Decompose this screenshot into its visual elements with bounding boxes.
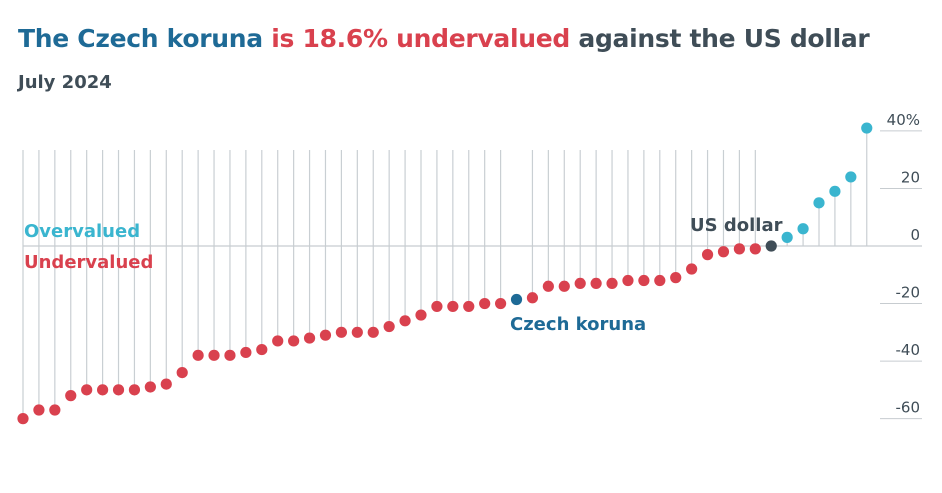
data-point — [176, 366, 188, 379]
data-point — [81, 384, 93, 396]
data-point — [319, 329, 332, 341]
data-point — [717, 246, 730, 258]
data-point — [367, 326, 379, 338]
y-tick-label: -20 — [896, 284, 921, 302]
data-point — [208, 349, 220, 361]
data-point — [97, 384, 109, 396]
data-point — [542, 280, 554, 292]
data-point — [574, 277, 586, 290]
data-point — [733, 243, 746, 255]
data-point — [272, 335, 284, 347]
y-tick-label: -40 — [896, 341, 921, 359]
data-point — [749, 243, 761, 255]
data-point — [351, 326, 363, 338]
czech-koruna-label: Czech koruna — [510, 314, 646, 335]
title-currency: The Czech koruna — [18, 24, 263, 53]
data-point — [415, 309, 427, 321]
data-point — [33, 404, 45, 416]
data-point — [256, 343, 268, 356]
y-tick-label: 40% — [887, 111, 920, 129]
data-point — [845, 171, 857, 183]
data-point — [590, 277, 602, 290]
data-point — [606, 277, 618, 290]
title-valuation: is 18.6% undervalued — [262, 24, 570, 53]
overvalued-label: Overvalued — [24, 221, 140, 242]
data-point — [686, 263, 698, 275]
data-point — [813, 197, 825, 209]
data-point — [303, 332, 316, 344]
data-point — [128, 384, 141, 396]
data-point — [431, 300, 443, 313]
data-point — [558, 280, 570, 292]
data-point — [701, 249, 714, 261]
y-tick-label: -60 — [896, 399, 921, 417]
data-point — [240, 346, 252, 359]
data-point — [797, 223, 809, 235]
us-dollar-label: US dollar — [690, 215, 783, 236]
chart-subtitle: July 2024 — [18, 72, 112, 93]
title-rest: against the US dollar — [569, 24, 870, 53]
data-point — [526, 292, 539, 304]
data-point — [447, 300, 459, 313]
data-point — [192, 349, 204, 361]
data-point — [335, 326, 347, 338]
data-point — [65, 390, 77, 402]
data-point — [144, 381, 156, 393]
data-point — [49, 404, 61, 416]
data-point — [399, 315, 411, 327]
data-point — [479, 297, 491, 310]
y-tick-label: 20 — [901, 168, 920, 186]
chart-title: The Czech koruna is 18.6% undervalued ag… — [18, 24, 870, 53]
data-point — [829, 185, 841, 197]
data-point — [112, 384, 125, 396]
y-tick-label: 0 — [910, 226, 920, 244]
data-point — [670, 272, 682, 284]
data-point — [781, 231, 793, 243]
data-point — [383, 320, 395, 333]
data-point — [17, 413, 29, 425]
data-point — [288, 335, 300, 347]
data-point — [861, 122, 873, 134]
data-point — [463, 300, 475, 313]
data-point — [495, 297, 507, 310]
data-point — [638, 274, 650, 287]
undervalued-label: Undervalued — [24, 252, 153, 273]
data-point — [765, 240, 777, 252]
data-point — [160, 378, 172, 390]
data-point — [510, 293, 523, 306]
data-point — [654, 274, 666, 287]
data-point — [622, 274, 634, 287]
data-point — [224, 349, 236, 361]
